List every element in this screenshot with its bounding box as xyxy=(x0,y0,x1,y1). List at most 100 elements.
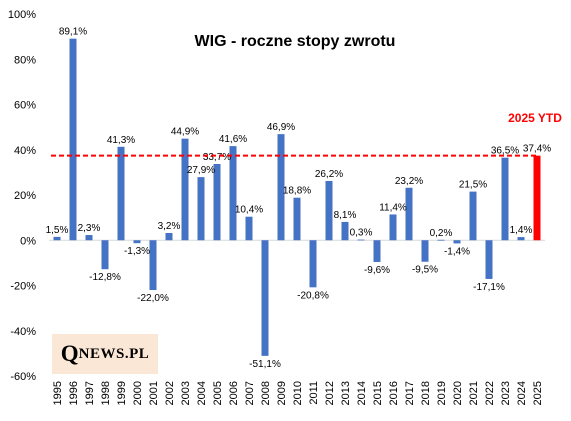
y-tick-label: 0% xyxy=(20,235,36,247)
data-label: 27,9% xyxy=(187,165,215,176)
chart-title: WIG - roczne stopy zwrotu xyxy=(195,33,396,50)
y-tick-label: -20% xyxy=(10,281,36,293)
x-tick-label: 2011 xyxy=(308,381,320,405)
logo-big-letter: Q xyxy=(60,341,79,366)
x-tick-label: 2014 xyxy=(356,381,368,405)
x-tick-label: 2017 xyxy=(404,381,416,405)
data-label: 26,2% xyxy=(315,169,343,180)
data-label: 41,3% xyxy=(107,135,135,146)
data-label: 10,4% xyxy=(235,205,263,216)
y-tick-label: 20% xyxy=(14,190,36,202)
bar xyxy=(213,164,221,241)
bar xyxy=(485,240,493,279)
x-tick-label: 1998 xyxy=(100,381,112,405)
bar xyxy=(533,155,541,241)
bar xyxy=(101,240,109,270)
x-tick-label: 2024 xyxy=(516,381,528,405)
bar xyxy=(309,240,317,288)
x-tick-label: 1996 xyxy=(68,381,80,405)
x-tick-label: 2004 xyxy=(196,381,208,405)
data-label: 36,5% xyxy=(491,146,519,157)
x-tick-label: 2001 xyxy=(148,381,160,405)
data-label: 1,4% xyxy=(510,225,533,236)
x-tick-label: 1997 xyxy=(84,381,96,405)
bar xyxy=(149,240,157,291)
x-tick-label: 2008 xyxy=(260,381,272,405)
x-tick-label: 2010 xyxy=(292,381,304,405)
data-label: -1,3% xyxy=(124,246,150,257)
data-label: -9,5% xyxy=(412,265,438,276)
bar xyxy=(133,240,141,244)
x-tick-label: 1999 xyxy=(116,381,128,405)
data-label: 0,3% xyxy=(350,228,373,239)
y-tick-label: 80% xyxy=(14,54,36,66)
x-tick-label: 2025 xyxy=(532,381,544,405)
data-label: -22,0% xyxy=(137,293,169,304)
x-tick-label: 2013 xyxy=(340,381,352,405)
bars-group xyxy=(53,38,541,356)
bar xyxy=(373,240,381,262)
data-labels-group: 1,5% 89,1% 2,3% -12,8% 41,3% -1,3% -22,0% 3,2% 4… xyxy=(46,27,552,370)
data-label: 3,2% xyxy=(158,221,181,232)
x-tick-label: 2016 xyxy=(388,381,400,405)
x-tick-label: 2006 xyxy=(228,381,240,405)
bar xyxy=(261,240,269,356)
bar xyxy=(325,180,333,241)
x-tick-label: 2005 xyxy=(212,381,224,405)
data-label: 37,4% xyxy=(523,144,551,155)
x-tick-label: 2002 xyxy=(164,381,176,405)
x-tick-label: 2020 xyxy=(452,381,464,405)
x-tick-label: 2023 xyxy=(500,381,512,405)
x-tick-label: 2022 xyxy=(484,381,496,405)
bar xyxy=(437,239,445,241)
bar xyxy=(293,197,301,241)
logo-text: NEWS.PL xyxy=(78,345,150,362)
y-tick-label: -60% xyxy=(10,371,36,383)
y-tick-label: 40% xyxy=(14,145,36,157)
data-label: 46,9% xyxy=(267,122,295,133)
x-tick-label: 2021 xyxy=(468,381,480,405)
y-tick-label: -40% xyxy=(10,326,36,338)
bar xyxy=(85,235,93,241)
bar xyxy=(469,191,477,241)
bar xyxy=(421,240,429,262)
data-label: -51,1% xyxy=(249,359,281,370)
bar xyxy=(405,187,413,241)
data-label: 23,2% xyxy=(395,176,423,187)
bar xyxy=(517,237,525,241)
bar xyxy=(165,233,173,241)
data-label: 11,4% xyxy=(379,202,407,213)
x-tick-label: 2009 xyxy=(276,381,288,405)
x-axis: 1995 1996 1997 1998 1999 2000 2001 2002 2003 2004… xyxy=(52,381,544,405)
data-label: 33,7% xyxy=(203,152,231,163)
bar xyxy=(53,236,61,241)
bar xyxy=(117,146,125,241)
data-label: -17,1% xyxy=(473,282,505,293)
x-tick-label: 2000 xyxy=(132,381,144,405)
bar xyxy=(229,146,237,241)
data-label: -20,8% xyxy=(297,290,329,301)
bar xyxy=(341,221,349,241)
data-label: -12,8% xyxy=(89,272,121,283)
bar xyxy=(501,157,509,241)
qnews-logo: Q NEWS.PL xyxy=(52,334,158,374)
bar xyxy=(389,214,397,241)
data-label: 0,2% xyxy=(430,228,453,239)
data-label: 2,3% xyxy=(78,223,101,234)
y-tick-label: 100% xyxy=(8,9,36,21)
x-tick-label: 2007 xyxy=(244,381,256,405)
data-label: 89,1% xyxy=(59,27,87,38)
bar xyxy=(69,38,77,241)
x-tick-label: 1995 xyxy=(52,381,64,405)
bar xyxy=(245,216,253,241)
x-tick-label: 2015 xyxy=(372,381,384,405)
bar xyxy=(277,134,285,241)
bar xyxy=(357,239,365,241)
data-label: -9,6% xyxy=(364,265,390,276)
data-label: 41,6% xyxy=(219,134,247,145)
data-label: 1,5% xyxy=(46,225,69,236)
x-tick-label: 2003 xyxy=(180,381,192,405)
data-label: -1,4% xyxy=(444,246,470,257)
ytd-annotation: 2025 YTD xyxy=(508,111,562,125)
